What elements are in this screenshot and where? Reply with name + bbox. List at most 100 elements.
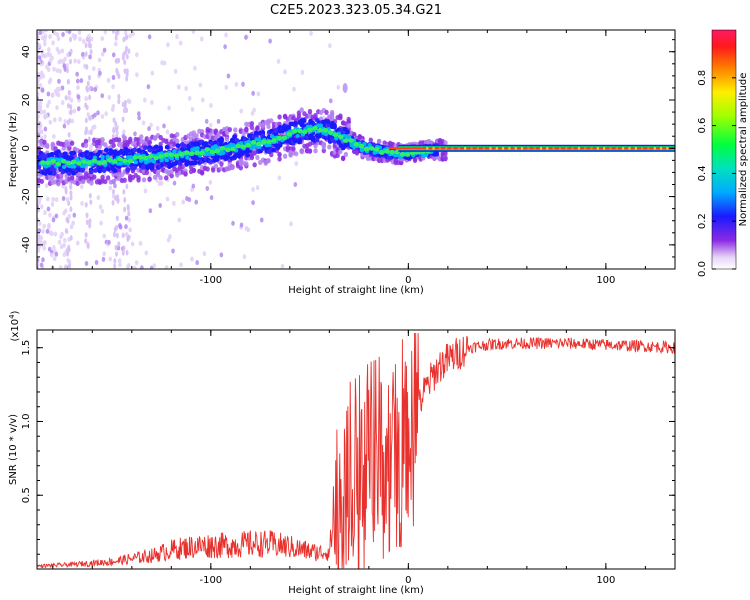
- heat-noise-cell: [140, 265, 144, 269]
- heat-noise-cell: [244, 34, 248, 40]
- heat-peak-cell: [609, 147, 612, 150]
- heat-streak-cell: [117, 98, 121, 105]
- heat-streak-cell: [115, 126, 119, 133]
- heat-peak-cell: [641, 147, 644, 150]
- heat-noise-cell: [52, 133, 56, 139]
- heat-noise-cell: [72, 108, 77, 114]
- heat-peak-cell: [348, 138, 354, 143]
- heat-noise-cell: [37, 200, 41, 206]
- heat-peak-cell: [533, 147, 536, 150]
- heat-noise-cell: [96, 195, 101, 201]
- heat-peak-cell: [291, 129, 298, 134]
- heat-noise-cell: [251, 187, 255, 193]
- heat-halo-cell: [307, 148, 313, 154]
- heat-noise-cell: [127, 217, 132, 223]
- heat-peak-cell: [552, 147, 555, 150]
- heat-noise-cell: [39, 109, 44, 115]
- heat-noise-cell: [309, 30, 313, 36]
- heat-streak-cell: [69, 183, 73, 190]
- heat-streak-cell: [115, 251, 119, 257]
- heat-noise-cell: [47, 47, 51, 53]
- heat-peak-cell: [615, 147, 618, 150]
- heat-noise-cell: [209, 102, 213, 108]
- heat-peak-cell: [178, 151, 185, 157]
- heat-halo-cell: [116, 137, 122, 143]
- heat-noise-cell: [66, 52, 70, 58]
- heat-noise-cell: [63, 119, 68, 125]
- heat-streak-cell: [84, 232, 88, 238]
- heat-noise-cell: [40, 35, 45, 41]
- heat-inner-cell: [172, 149, 177, 154]
- heat-peak-cell: [317, 127, 324, 133]
- heat-peak-band: [388, 147, 425, 150]
- heat-streak-cell: [89, 199, 93, 205]
- heat-halo-cell: [313, 112, 318, 119]
- heat-inner-cell: [72, 164, 77, 169]
- heat-core-cell: [164, 144, 170, 150]
- heat-halo-cell: [277, 114, 282, 120]
- heat-noise-cell: [55, 105, 59, 111]
- heat-noise-cell: [84, 96, 88, 102]
- heat-core-cell: [225, 154, 231, 160]
- heat-peak-cell: [302, 129, 308, 135]
- heat-halo-cell: [338, 115, 343, 121]
- heat-streak-cell: [86, 241, 90, 248]
- heat-peak-cell: [470, 147, 473, 150]
- heat-streak-cell: [123, 68, 127, 74]
- y-tick-label: 1.0: [21, 414, 32, 430]
- heat-noise-cell: [336, 84, 341, 90]
- heat-inner-cell: [159, 158, 164, 163]
- heat-peak-cell: [483, 147, 486, 150]
- heat-streak-cell: [67, 244, 71, 251]
- heat-peak-cell: [451, 147, 454, 150]
- heat-noise-cell: [46, 196, 50, 202]
- heat-peak-cell: [584, 147, 587, 150]
- heat-peak-cell: [577, 147, 581, 150]
- snr-frame: [36, 329, 676, 570]
- heat-inner-cell: [169, 156, 175, 161]
- heat-noise-cell: [293, 182, 298, 188]
- heat-halo-cell: [147, 139, 152, 145]
- heat-streak-cell: [113, 258, 117, 264]
- heat-peak-cell: [571, 147, 574, 150]
- heat-noise-cell: [147, 126, 151, 132]
- heat-noise-cell: [130, 241, 135, 247]
- heat-noise-cell: [114, 41, 118, 47]
- heat-streak-cell: [116, 194, 120, 200]
- heat-streak-cell: [64, 95, 68, 101]
- heat-halo-cell: [42, 139, 47, 145]
- heat-noise-cell: [107, 239, 111, 245]
- heat-halo-cell: [83, 142, 89, 148]
- heat-noise-cell: [58, 265, 63, 269]
- heat-noise-cell: [190, 106, 195, 112]
- heat-noise-cell: [147, 34, 152, 40]
- heat-noise-cell: [76, 94, 81, 100]
- heat-noise-cell: [44, 113, 49, 119]
- y-tick-label: 0.5: [21, 487, 32, 503]
- heat-halo-cell: [119, 172, 125, 178]
- heat-noise-cell: [47, 99, 52, 105]
- heat-noise-cell: [94, 259, 99, 265]
- heat-noise-cell: [42, 223, 46, 229]
- heat-inner-cell: [185, 155, 190, 160]
- heat-halo-cell: [158, 175, 163, 181]
- heat-noise-cell: [193, 65, 197, 71]
- heat-streak-cell: [84, 202, 88, 208]
- heat-core-cell: [253, 130, 259, 136]
- heat-halo-cell: [155, 172, 161, 178]
- heat-peak-cell: [622, 147, 625, 150]
- heat-streak-cell: [111, 200, 115, 206]
- heat-noise-cell: [55, 91, 59, 97]
- heat-noise-cell: [101, 256, 106, 262]
- heat-noise-cell: [76, 85, 80, 91]
- colorbar-gradient: [711, 29, 737, 270]
- heat-peak-cell: [489, 147, 492, 150]
- heat-noise-cell: [231, 220, 235, 226]
- heat-noise-cell: [152, 263, 157, 269]
- heat-noise-cell: [246, 227, 251, 233]
- heat-peak-cell: [255, 141, 262, 147]
- heat-core-cell: [292, 138, 298, 144]
- heat-noise-cell: [216, 118, 221, 124]
- heat-noise-cell: [67, 213, 72, 219]
- heat-peak-cell: [653, 147, 656, 150]
